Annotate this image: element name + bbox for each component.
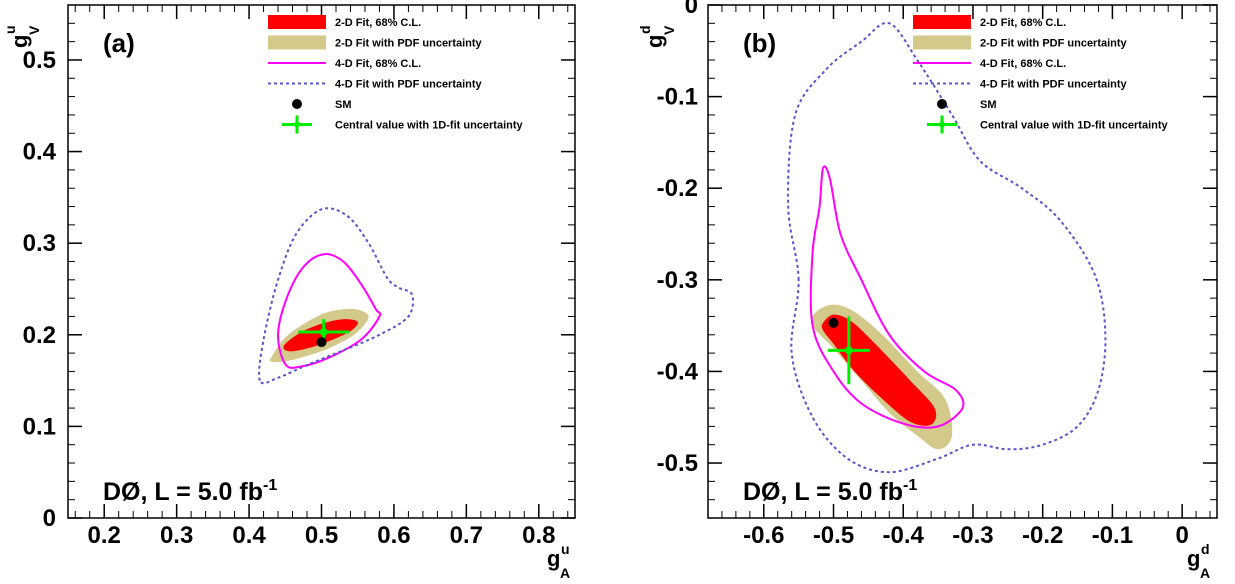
legend-label: 4-D Fit with PDF uncertainty bbox=[335, 79, 483, 91]
panel-label: (b) bbox=[743, 28, 776, 58]
plot-frame bbox=[67, 4, 576, 519]
x-tick-label: -0.5 bbox=[813, 522, 854, 549]
y-tick-label: 0.1 bbox=[23, 413, 56, 440]
contour-2d bbox=[821, 314, 937, 426]
legend-swatch bbox=[913, 15, 971, 29]
y-axis-title-sub: V bbox=[26, 25, 42, 35]
x-tick-label: -0.1 bbox=[1092, 522, 1133, 549]
x-tick-label: 0.3 bbox=[160, 522, 193, 549]
plot-frame bbox=[707, 4, 1218, 519]
legend-label: 4-D Fit with PDF uncertainty bbox=[980, 79, 1128, 91]
y-tick-label: 0.3 bbox=[23, 230, 56, 257]
legend: 2-D Fit, 68% C.L. 2-D Fit with PDF uncert… bbox=[913, 15, 1169, 134]
y-axis-title: gu V bbox=[2, 25, 42, 48]
y-tick-label: 0 bbox=[43, 505, 56, 532]
x-tick-label: 0.5 bbox=[305, 522, 338, 549]
legend-swatch bbox=[937, 99, 947, 109]
sm-point bbox=[828, 317, 839, 328]
y-axis-title-main: g bbox=[7, 35, 32, 48]
legend-swatch bbox=[268, 15, 326, 29]
legend-label: SM bbox=[335, 99, 352, 111]
y-axis-title-sub: V bbox=[661, 25, 677, 35]
x-tick-label: 0.2 bbox=[88, 522, 121, 549]
legend-label: 2-D Fit with PDF uncertainty bbox=[980, 38, 1128, 50]
legend-swatch bbox=[268, 35, 326, 50]
y-axis-title: gd V bbox=[637, 25, 677, 48]
x-tick-label: 0.6 bbox=[377, 522, 410, 549]
experiment-label-sup: -1 bbox=[263, 477, 277, 494]
plot-area bbox=[258, 207, 415, 385]
x-tick-label: 0 bbox=[1175, 522, 1188, 549]
x-axis-title-sup: d bbox=[1201, 541, 1210, 557]
x-tick-label: -0.4 bbox=[883, 522, 925, 549]
x-axis-title: g dA bbox=[1187, 541, 1210, 581]
experiment-label: DØ, L = 5.0 fb-1 bbox=[103, 477, 277, 506]
y-tick-label: 0 bbox=[685, 0, 698, 19]
y-tick-label: -0.3 bbox=[657, 267, 698, 294]
experiment-label-text: DØ, L = 5.0 fb bbox=[103, 478, 263, 506]
plot-area bbox=[787, 21, 1107, 474]
x-axis-title-sub: A bbox=[560, 565, 570, 581]
legend-label: SM bbox=[980, 99, 997, 111]
contour-2d bbox=[283, 319, 358, 352]
legend-label: Central value with 1D-fit uncertainty bbox=[335, 120, 524, 132]
panel-label: (a) bbox=[103, 28, 135, 58]
y-tick-label: -0.1 bbox=[657, 84, 698, 111]
legend-label: Central value with 1D-fit uncertainty bbox=[980, 120, 1169, 132]
y-axis-title-sup: u bbox=[2, 25, 18, 34]
experiment-label: DØ, L = 5.0 fb-1 bbox=[743, 477, 917, 506]
legend-label: 4-D Fit, 68% C.L. bbox=[980, 58, 1066, 70]
contour-4d bbox=[276, 253, 382, 369]
chart-panel-b: -0.6 -0.5 -0.4 -0.3 -0.2 -0.1 0 -0.5 -0.4 -0.3 -0.… bbox=[637, 0, 1218, 581]
experiment-label-text: DØ, L = 5.0 fb bbox=[743, 478, 903, 506]
contour-4d bbox=[809, 165, 965, 429]
y-tick-label: 0.2 bbox=[23, 322, 56, 349]
legend-swatch bbox=[292, 99, 302, 109]
chart-panel-a: 0.2 0.3 0.4 0.5 0.6 0.7 0.8 0 0.1 0.2 0.3 0.4 0.5 2-D… bbox=[2, 4, 576, 581]
x-axis-title-sup: u bbox=[561, 541, 570, 557]
y-tick-label: 0.4 bbox=[23, 139, 57, 166]
central-value-point bbox=[319, 328, 328, 337]
legend-swatch bbox=[294, 121, 300, 128]
legend: 2-D Fit, 68% C.L. 2-D Fit with PDF uncert… bbox=[268, 15, 524, 134]
x-axis-title-sub: A bbox=[1200, 565, 1210, 581]
legend-label: 4-D Fit, 68% C.L. bbox=[335, 58, 421, 70]
x-axis-title-main: g bbox=[1187, 546, 1200, 571]
x-tick-label: -0.3 bbox=[952, 522, 993, 549]
legend-label: 2-D Fit, 68% C.L. bbox=[980, 17, 1066, 29]
y-axis-title-sup: d bbox=[637, 25, 653, 34]
legend-label: 2-D Fit, 68% C.L. bbox=[335, 17, 421, 29]
legend-label: 2-D Fit with PDF uncertainty bbox=[335, 38, 483, 50]
y-tick-label: -0.5 bbox=[657, 450, 698, 477]
x-tick-label: 0.8 bbox=[522, 522, 555, 549]
legend-swatch bbox=[913, 35, 971, 50]
y-tick-label: -0.2 bbox=[657, 175, 698, 202]
legend-swatch bbox=[939, 121, 945, 128]
central-value-point bbox=[844, 346, 853, 355]
x-tick-label: -0.2 bbox=[1022, 522, 1063, 549]
y-axis-title-main: g bbox=[642, 35, 667, 48]
y-tick-label: 0.5 bbox=[23, 47, 56, 74]
x-tick-label: 0.4 bbox=[232, 522, 266, 549]
x-tick-label: 0.7 bbox=[450, 522, 483, 549]
x-axis-title-main: g bbox=[547, 546, 560, 571]
x-tick-label: -0.6 bbox=[743, 522, 784, 549]
y-tick-label: -0.4 bbox=[657, 358, 699, 385]
experiment-label-sup: -1 bbox=[903, 477, 917, 494]
contour-4d-pdf bbox=[787, 21, 1107, 474]
sm-point bbox=[316, 337, 327, 348]
x-axis-title: g uA bbox=[547, 541, 570, 581]
